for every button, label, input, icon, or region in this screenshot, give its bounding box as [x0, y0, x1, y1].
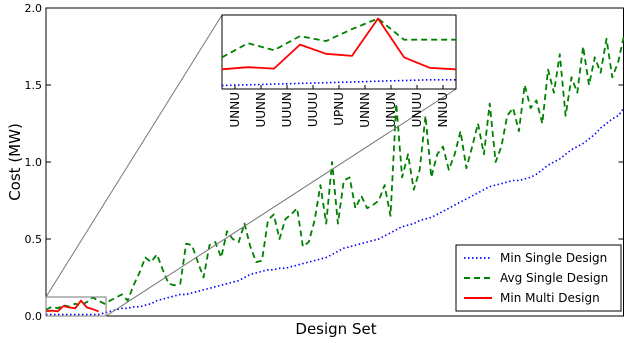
zoom-connector-right: [105, 88, 457, 317]
inset-plot: UNNU UUNN UUUN UUUU UPNU UNNN UNUN UNUU NNUU: [221, 14, 457, 128]
zoom-connector-left: [45, 14, 223, 298]
inset-tick-label: NNUU: [436, 92, 450, 128]
main-plot: 0.0 0.5 1.0 1.5 2.0: [25, 2, 624, 323]
legend-label-3: Min Multi Design: [500, 291, 600, 305]
legend-label-2: Avg Single Design: [500, 271, 608, 285]
inset-series-line-3: [221, 17, 457, 71]
y-tick-label: 2.0: [25, 2, 43, 15]
series-line-2: [45, 35, 624, 311]
inset-tick-label: UUUN: [280, 92, 294, 127]
inset-series-line-1: [221, 79, 456, 87]
x-axis-title: Design Set: [295, 320, 376, 338]
series-line-1: [46, 107, 624, 316]
y-tick-label: 0.0: [25, 310, 43, 323]
inset-tick-label: UPNU: [332, 92, 346, 126]
y-axis-title: Cost (MW): [6, 123, 24, 201]
inset-tick-label: UUUU: [306, 92, 320, 127]
inset-tick-label: UNUU: [410, 92, 424, 127]
inset-tick-label: UUNN: [254, 92, 268, 128]
inset-tick-label: UNNU: [228, 92, 242, 128]
series-line-3: [45, 299, 99, 313]
zoom-connectors: [45, 14, 457, 317]
zoom-region: [45, 296, 107, 317]
y-tick-label: 1.0: [25, 156, 43, 169]
y-tick-label: 1.5: [25, 79, 43, 92]
legend: Min Single Design Avg Single Design Min Mu…: [455, 244, 622, 312]
inset-tick-label: UNNN: [358, 92, 372, 128]
inset-tick-label: UNUN: [384, 92, 398, 128]
legend-box: [455, 244, 622, 312]
inset-series-line-2: [221, 17, 456, 59]
y-tick-label: 0.5: [25, 233, 43, 246]
inset-frame: [221, 14, 457, 90]
legend-label-1: Min Single Design: [500, 251, 607, 265]
